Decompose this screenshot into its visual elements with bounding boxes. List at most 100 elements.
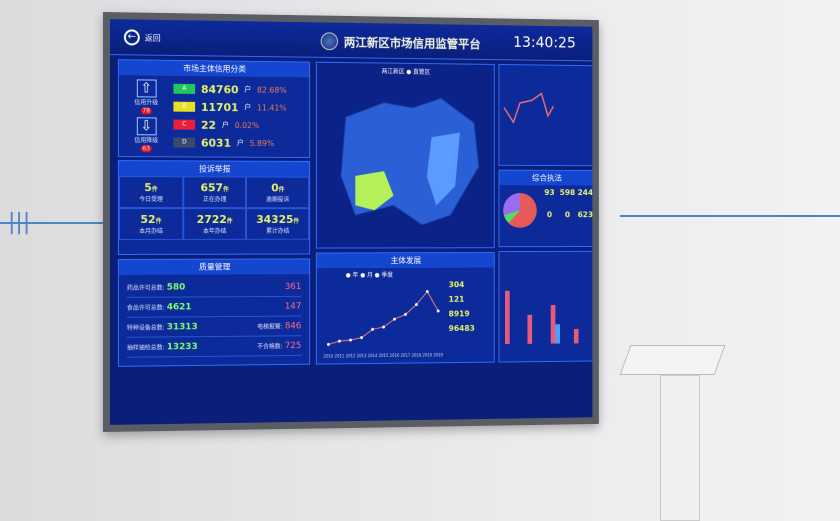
- stat-unit: 件: [226, 218, 233, 225]
- emblem-icon: [320, 32, 339, 51]
- grade-count: 6031: [201, 136, 232, 150]
- data-point[interactable]: [338, 339, 341, 343]
- grade-count: 84760: [201, 82, 239, 96]
- unit: 户: [236, 138, 244, 147]
- credit-row[interactable]: B 11701 户 11.41%: [173, 98, 287, 117]
- stat-unit: 件: [278, 186, 285, 194]
- up-label: 信用升级: [134, 99, 159, 107]
- x-tick-label: 2016: [390, 353, 400, 358]
- x-tick-label: 2011: [335, 353, 345, 358]
- enforcement-stat: 0: [564, 210, 571, 220]
- x-tick-label: 2019: [422, 353, 432, 358]
- title-text: 两江新区市场信用监管平台: [343, 35, 481, 51]
- credit-down-button[interactable]: ⇩ 信用降级 63: [119, 117, 173, 153]
- kiosk-pedestal: [660, 375, 700, 521]
- stat-value: 657: [200, 181, 224, 195]
- up-count-badge: 78: [140, 107, 153, 115]
- credit-up-button[interactable]: ⇧ 信用升级 78: [119, 79, 173, 115]
- quality-row: 食品许可总数: 4621 147: [126, 296, 302, 318]
- quality-label: 药品许可总数:: [126, 284, 165, 292]
- data-point[interactable]: [414, 303, 418, 307]
- legend-quarter[interactable]: 季度: [381, 271, 393, 279]
- quality-value2: 147: [284, 301, 302, 312]
- quality-value: 13233: [166, 341, 198, 352]
- quality-label: 食品许可总数:: [126, 304, 165, 312]
- credit-row[interactable]: C 22 户 0.02%: [173, 116, 286, 135]
- grade-badge: C: [173, 119, 196, 130]
- quality-value: 31313: [166, 321, 198, 332]
- unit: 户: [244, 85, 252, 94]
- enforcement-stat: 598: [559, 188, 576, 197]
- data-point[interactable]: [393, 317, 396, 321]
- legend-direct[interactable]: 直管区: [413, 68, 431, 76]
- stat-unit: 件: [155, 218, 162, 225]
- complaint-stat[interactable]: 5件 今日受理: [118, 176, 183, 209]
- complaint-stat[interactable]: 657件 正在办理: [182, 176, 247, 209]
- map-region-highlight[interactable]: [355, 171, 394, 211]
- stat-unit: 件: [151, 186, 158, 194]
- complaint-stat[interactable]: 34325件 累计办结: [246, 208, 310, 240]
- enforcement-stat: 244: [577, 188, 593, 197]
- data-point[interactable]: [326, 342, 330, 346]
- complaint-stat[interactable]: 2722件 本年办结: [182, 208, 247, 240]
- arrow-down-icon: ⇩: [136, 117, 157, 136]
- x-tick-label: 2014: [368, 353, 378, 358]
- data-point[interactable]: [404, 312, 407, 316]
- grade-count: 11701: [201, 100, 239, 114]
- back-button[interactable]: ← 返回: [123, 29, 161, 46]
- legend-liangjiang[interactable]: 两江新区: [381, 68, 405, 76]
- panel-title: 投诉举报: [118, 161, 310, 177]
- stat-unit: 件: [293, 218, 300, 225]
- back-arrow-icon: ←: [123, 29, 140, 46]
- stat-label: 逾期投诉: [266, 196, 290, 204]
- map-region[interactable]: [426, 132, 460, 206]
- dashboard-screen: ← 返回 两江新区市场信用监管平台 13:40:25 市场主体信用分类 ⇧ 信用升级…: [109, 19, 593, 425]
- x-tick-label: 2020: [433, 352, 443, 357]
- dev-stat: 304: [448, 280, 465, 290]
- credit-row[interactable]: D 6031 户 5.89%: [173, 133, 286, 152]
- district-map[interactable]: [317, 77, 496, 244]
- quality-label: 特种设备总数:: [126, 324, 165, 332]
- data-point[interactable]: [360, 336, 363, 340]
- data-point[interactable]: [349, 338, 352, 342]
- back-label: 返回: [144, 33, 161, 43]
- grade-badge: D: [173, 137, 196, 148]
- wall-stripe: [620, 215, 840, 217]
- complaint-stat[interactable]: 0件 逾期投诉: [246, 176, 310, 209]
- quality-row: 抽样抽检总数: 13233 不合格数: 725: [126, 336, 302, 358]
- enforcement-stat: 93: [544, 188, 555, 197]
- clock: 13:40:25: [513, 33, 576, 52]
- complaints-panel: 投诉举报 5件 今日受理 657件 正在办理 0件 逾期投诉 52件 本月办结 2722件 本年办…: [117, 160, 311, 255]
- wall-stripe: [0, 222, 110, 224]
- quality-value2: 725: [284, 340, 302, 351]
- quality-value: 4621: [166, 301, 192, 313]
- unit: 户: [221, 120, 229, 129]
- dev-stat: 96483: [448, 323, 475, 333]
- monitoring-bar-chart: [505, 290, 579, 345]
- legend-year[interactable]: 年: [352, 271, 359, 279]
- wave-icon: |||: [8, 210, 31, 235]
- display-monitor: ← 返回 两江新区市场信用监管平台 13:40:25 市场主体信用分类 ⇧ 信用升级…: [103, 12, 599, 432]
- enforcement-stat: 0: [546, 210, 553, 220]
- data-point[interactable]: [425, 290, 429, 294]
- data-point[interactable]: [436, 309, 440, 313]
- grade-percent: 11.41%: [257, 102, 287, 113]
- data-point[interactable]: [371, 327, 374, 331]
- down-count-badge: 63: [140, 145, 153, 153]
- data-point[interactable]: [382, 325, 385, 329]
- x-tick-label: 2013: [357, 353, 367, 358]
- quality-row: 药品许可总数: 580 361: [126, 277, 301, 298]
- quality-label: 抽样抽检总数:: [126, 343, 165, 352]
- development-line-chart: 2010 2011 2012 2013 2014 2015 2016 2017 2018 2019…: [324, 280, 443, 359]
- complaint-stat[interactable]: 52件 本月办结: [118, 208, 183, 240]
- kiosk-stand: [619, 345, 726, 375]
- stat-value: 34325: [256, 213, 294, 226]
- x-tick-label: 2012: [346, 353, 356, 358]
- legend-month[interactable]: 月: [367, 271, 373, 279]
- quality-row: 特种设备总数: 31313 电梯报警: 846: [126, 316, 302, 338]
- quality-value2: 846: [284, 320, 302, 331]
- map-panel: 两江新区 ● 直管区: [315, 61, 496, 249]
- stat-value: 2722: [196, 213, 227, 226]
- credit-row[interactable]: A 84760 户 82.68%: [173, 80, 287, 99]
- series-line: [328, 291, 438, 344]
